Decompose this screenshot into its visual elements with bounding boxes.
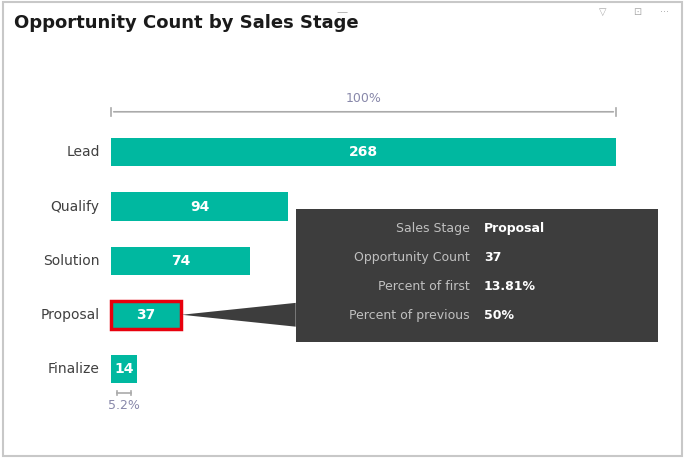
Bar — [111, 192, 288, 221]
Text: Qualify: Qualify — [51, 200, 100, 213]
Text: 13.81%: 13.81% — [484, 280, 536, 293]
Text: Percent of previous: Percent of previous — [349, 310, 469, 322]
Text: 74: 74 — [171, 254, 190, 267]
Text: 37: 37 — [484, 251, 501, 264]
Text: Opportunity Count: Opportunity Count — [353, 251, 469, 264]
Text: Proposal: Proposal — [40, 308, 100, 322]
Text: 5.2%: 5.2% — [108, 399, 140, 412]
Text: 50%: 50% — [484, 310, 514, 322]
Text: Opportunity Count by Sales Stage: Opportunity Count by Sales Stage — [14, 14, 358, 32]
Text: Percent of first: Percent of first — [377, 280, 469, 293]
Text: 14: 14 — [114, 362, 134, 376]
Text: ▽: ▽ — [599, 7, 606, 17]
Text: 94: 94 — [190, 200, 209, 213]
Bar — [111, 301, 181, 329]
Bar — [111, 246, 251, 275]
Text: 37: 37 — [136, 308, 155, 322]
Text: 268: 268 — [349, 145, 378, 159]
FancyBboxPatch shape — [296, 209, 658, 342]
Text: 100%: 100% — [346, 93, 382, 105]
Text: Sales Stage: Sales Stage — [395, 222, 469, 234]
Text: Finalize: Finalize — [48, 362, 100, 376]
Text: Lead: Lead — [66, 145, 100, 159]
Bar — [111, 138, 616, 166]
Text: ···: ··· — [660, 7, 669, 17]
Text: Proposal: Proposal — [484, 222, 545, 234]
Bar — [111, 355, 138, 383]
Polygon shape — [182, 303, 296, 327]
Text: —: — — [337, 7, 348, 17]
Text: ⊡: ⊡ — [633, 7, 641, 17]
Text: Solution: Solution — [43, 254, 100, 267]
